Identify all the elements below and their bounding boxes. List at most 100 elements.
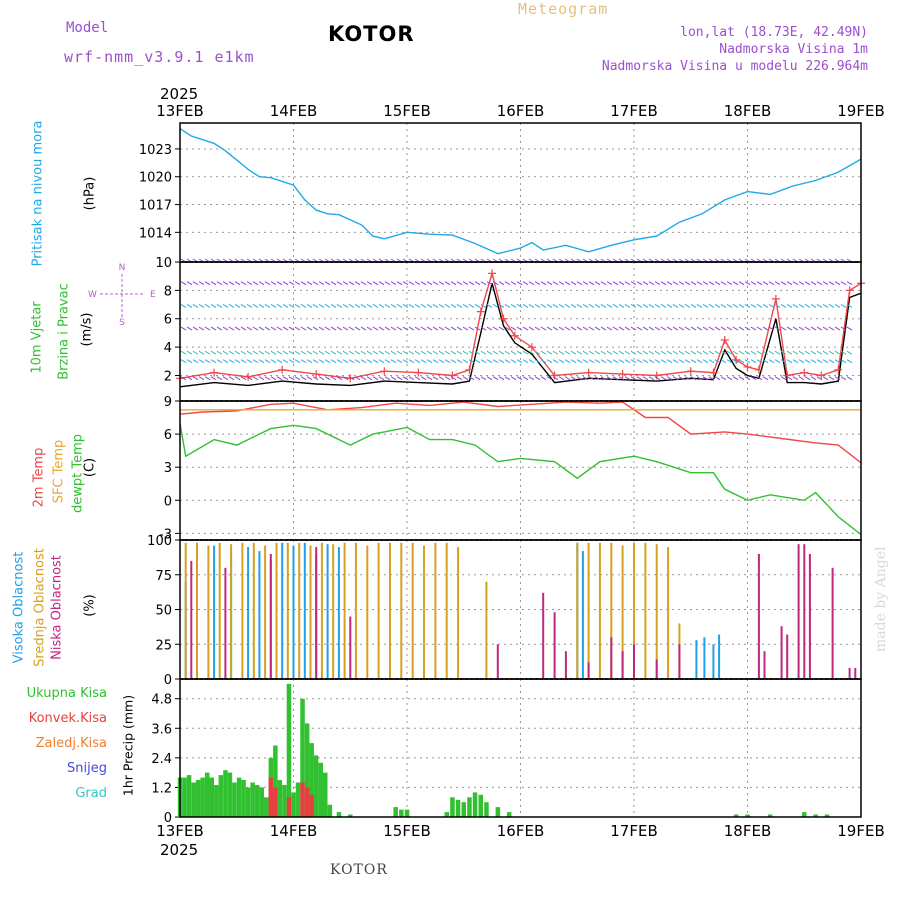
wind-arrow bbox=[360, 303, 367, 308]
wind-arrow bbox=[810, 326, 817, 331]
wind-arrow bbox=[738, 281, 745, 286]
wind-arrow bbox=[792, 326, 799, 331]
wind-arrow bbox=[648, 350, 655, 355]
lonlat-label: lon,lat (18.73E, 42.49N) bbox=[680, 25, 868, 40]
wind-arrow bbox=[738, 350, 745, 355]
wind-arrow bbox=[822, 359, 829, 364]
wind-arrow bbox=[642, 303, 649, 308]
wind-arrow bbox=[336, 326, 343, 331]
wind-arrow bbox=[642, 350, 649, 355]
wind-arrow bbox=[720, 326, 727, 331]
wind-arrow bbox=[594, 281, 601, 286]
wind-arrow bbox=[282, 359, 289, 364]
wind-arrow bbox=[678, 359, 685, 364]
elevation-label: Nadmorska Visina 1m bbox=[719, 42, 868, 57]
wind-arrow bbox=[642, 326, 649, 331]
wind-arrow bbox=[498, 303, 505, 308]
wind-arrow bbox=[468, 303, 475, 308]
wind-arrow bbox=[486, 303, 493, 308]
wind-arrow bbox=[480, 326, 487, 331]
wind-arrow bbox=[534, 350, 541, 355]
wind-arrow bbox=[432, 350, 439, 355]
wind-arrow bbox=[576, 376, 583, 381]
wind-arrow bbox=[672, 326, 679, 331]
wind-arrow bbox=[738, 376, 745, 381]
wind-arrow bbox=[768, 350, 775, 355]
wind-arrow bbox=[732, 350, 739, 355]
wind-arrow bbox=[750, 281, 757, 286]
wind-arrow bbox=[642, 376, 649, 381]
wind-arrow bbox=[786, 350, 793, 355]
wind-arrow bbox=[750, 303, 757, 308]
wind-arrow bbox=[804, 303, 811, 308]
wind-arrow bbox=[372, 281, 379, 286]
precip-bar bbox=[264, 797, 269, 817]
wind-arrow bbox=[828, 326, 835, 331]
wind-arrow bbox=[666, 376, 673, 381]
wind-arrow bbox=[498, 326, 505, 331]
wind-arrow bbox=[756, 350, 763, 355]
clouds-bar bbox=[298, 542, 301, 679]
wind-arrow bbox=[660, 350, 667, 355]
clouds-bar bbox=[196, 542, 198, 679]
bottom-tick-label: 17FEB bbox=[610, 822, 657, 840]
wind-arrow bbox=[324, 303, 331, 308]
precip-bar bbox=[444, 812, 449, 817]
wind-arrow bbox=[408, 281, 415, 286]
wind-arrow bbox=[186, 326, 193, 331]
compass-w: W bbox=[88, 290, 97, 300]
gust-marker bbox=[448, 371, 457, 380]
wind-arrow bbox=[426, 303, 433, 308]
clouds-bar bbox=[854, 667, 857, 679]
clouds-bar bbox=[848, 667, 851, 679]
wind-arrow bbox=[774, 376, 781, 381]
bottom-tick-label: 13FEB bbox=[156, 822, 203, 840]
wind-arrow bbox=[588, 326, 595, 331]
wind-arrow bbox=[456, 303, 463, 308]
wind-arrow bbox=[840, 303, 847, 308]
wind-arrow bbox=[204, 303, 211, 308]
wind-arrow bbox=[468, 376, 475, 381]
wind-arrow bbox=[480, 376, 487, 381]
wind-arrow bbox=[342, 350, 349, 355]
wind-arrow bbox=[810, 359, 817, 364]
wind-arrow bbox=[738, 303, 745, 308]
wind-arrow bbox=[240, 359, 247, 364]
wind-arrow bbox=[438, 350, 445, 355]
pressure-ytick-label: 1020 bbox=[139, 171, 172, 186]
wind-arrow bbox=[450, 376, 457, 381]
wind-arrow bbox=[318, 326, 325, 331]
wind-arrow bbox=[546, 326, 553, 331]
legend-snow: Snijeg bbox=[67, 761, 107, 776]
wind-arrow bbox=[192, 303, 199, 308]
wind-arrow bbox=[810, 376, 817, 381]
clouds-bar bbox=[598, 542, 601, 679]
wind-arrow bbox=[798, 326, 805, 331]
wind-arrow bbox=[606, 326, 613, 331]
wind-arrow bbox=[594, 326, 601, 331]
clouds-bar bbox=[703, 637, 706, 679]
wind-arrow bbox=[696, 350, 703, 355]
clouds-bar bbox=[678, 644, 681, 680]
clouds-bar bbox=[576, 542, 579, 679]
wind-arrow bbox=[198, 281, 205, 286]
clouds-bar bbox=[264, 545, 267, 679]
clouds-bar bbox=[269, 553, 272, 679]
wind-arrow bbox=[642, 281, 649, 286]
wind-arrow bbox=[396, 359, 403, 364]
clouds-ytick-label: 100 bbox=[147, 534, 172, 549]
wind-arrow bbox=[654, 350, 661, 355]
precip-bar bbox=[273, 745, 278, 817]
wind-arrow bbox=[666, 303, 673, 308]
clouds-bar bbox=[326, 544, 329, 679]
clouds-bar bbox=[712, 644, 715, 680]
wind-arrow bbox=[636, 359, 643, 364]
wind-arrow bbox=[522, 326, 529, 331]
wind-arrow bbox=[426, 350, 433, 355]
clouds-bar bbox=[757, 553, 760, 679]
wind-arrow bbox=[414, 303, 421, 308]
wind-arrow bbox=[354, 359, 361, 364]
wind-arrow bbox=[522, 303, 529, 308]
wind-arrow bbox=[576, 281, 583, 286]
precip-bar bbox=[813, 814, 818, 817]
